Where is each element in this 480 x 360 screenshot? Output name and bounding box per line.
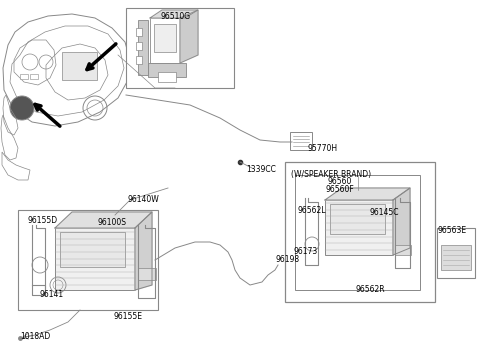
Polygon shape (393, 188, 410, 255)
Text: 96145C: 96145C (370, 208, 399, 217)
Text: 96563E: 96563E (438, 226, 467, 235)
Bar (290, 132, 312, 150)
Text: 96173: 96173 (293, 247, 317, 256)
Text: (W/SPEAKER BRAND): (W/SPEAKER BRAND) (291, 170, 371, 179)
Polygon shape (325, 188, 410, 200)
Bar (62, 52, 97, 80)
Bar (30, 74, 38, 79)
Polygon shape (180, 10, 198, 63)
Bar (55, 228, 135, 290)
Bar (136, 56, 142, 64)
Bar (138, 20, 148, 75)
Bar (126, 8, 234, 88)
Text: 96562L: 96562L (298, 206, 326, 215)
Bar (395, 245, 411, 255)
Text: 1339CC: 1339CC (246, 165, 276, 174)
Bar (148, 63, 186, 77)
Bar (325, 200, 393, 255)
Bar (138, 268, 156, 280)
Bar (18, 210, 158, 310)
Bar (158, 72, 176, 82)
Text: 95770H: 95770H (308, 144, 338, 153)
Bar (60, 232, 125, 267)
Bar (285, 162, 435, 302)
Bar (20, 74, 28, 79)
Circle shape (10, 96, 34, 120)
Bar (150, 18, 180, 63)
Bar (136, 42, 142, 50)
Text: 1018AD: 1018AD (20, 332, 50, 341)
Bar (154, 24, 176, 52)
Text: 96198: 96198 (276, 255, 300, 264)
Text: 96562R: 96562R (356, 285, 385, 294)
Bar (136, 28, 142, 36)
Polygon shape (55, 212, 152, 228)
Polygon shape (135, 212, 152, 290)
Polygon shape (150, 10, 198, 18)
Text: 96155D: 96155D (28, 216, 58, 225)
Bar (437, 228, 475, 278)
Text: 96141: 96141 (40, 290, 64, 299)
Bar (441, 245, 471, 270)
Text: 96140W: 96140W (128, 195, 160, 204)
Bar (330, 204, 385, 234)
Text: 96560F: 96560F (325, 185, 354, 194)
Bar (295, 175, 420, 290)
Text: 96560: 96560 (328, 177, 352, 186)
Text: 96100S: 96100S (98, 218, 127, 227)
Text: 96155E: 96155E (114, 312, 143, 321)
Text: 96510G: 96510G (161, 12, 191, 21)
